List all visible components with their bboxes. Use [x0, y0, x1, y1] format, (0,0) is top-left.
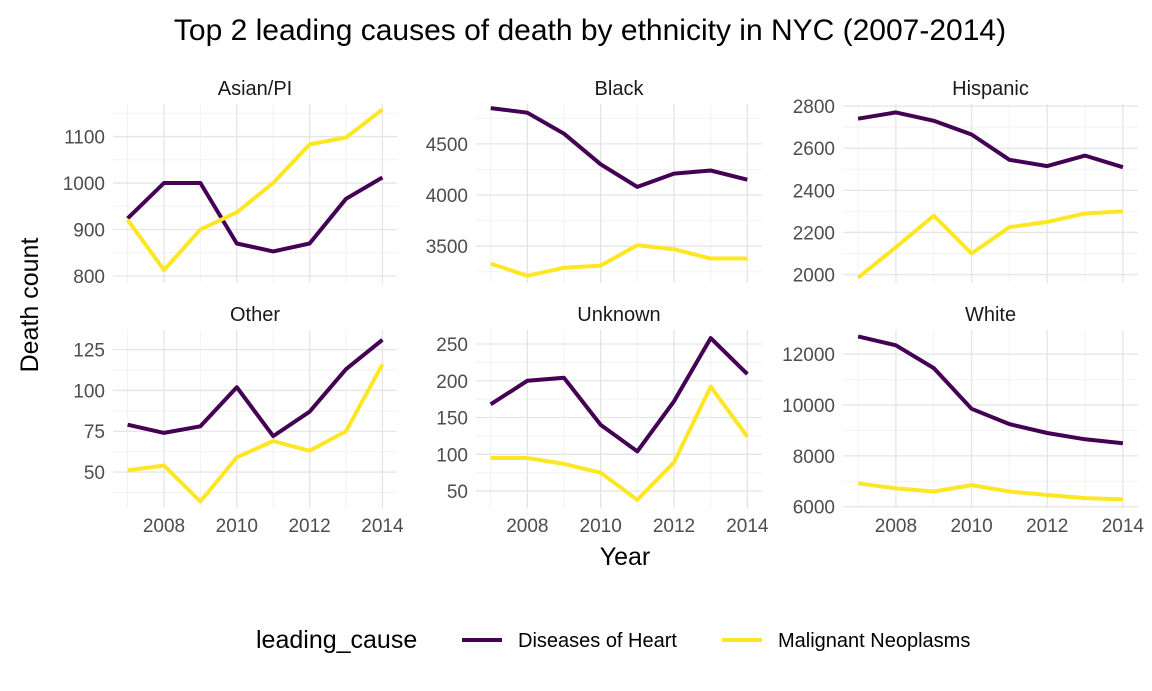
y-tick-label: 150 — [436, 409, 468, 430]
y-tick-label: 6000 — [793, 498, 835, 519]
y-tick-label: 10000 — [782, 396, 835, 417]
y-tick-label: 200 — [436, 372, 468, 393]
y-tick-label: 900 — [73, 221, 105, 242]
facet-label-hispanic: Hispanic — [952, 78, 1029, 100]
y-tick-label: 1100 — [64, 128, 105, 149]
x-tick-label: 2010 — [950, 516, 992, 537]
y-tick-label: 2200 — [793, 223, 835, 244]
facet-label-unknown: Unknown — [577, 304, 660, 326]
series-line-diseases-of-heart-asian-pi — [126, 175, 384, 254]
y-tick-label: 8000 — [793, 447, 835, 468]
y-tick-label: 75 — [84, 422, 105, 443]
series-line-diseases-of-heart-unknown — [489, 336, 749, 454]
facet-asian-pi: Asian/PI 800 900 1000 1100 — [63, 78, 397, 288]
y-tick-label: 4500 — [426, 135, 468, 156]
series-line-diseases-of-heart-white — [857, 334, 1124, 446]
x-tick-label: 2014 — [361, 516, 404, 537]
series-line-malignant-neoplasms-black — [490, 243, 748, 278]
y-tick-label: 800 — [73, 267, 105, 288]
facet-hispanic: Hispanic 2000 2200 2400 2600 2800 — [793, 78, 1138, 287]
x-tick-label: 2012 — [653, 516, 695, 537]
facet-other: Other 50 75 100 125 2008 2010 2012 2014 — [73, 304, 404, 537]
y-tick-label: 2000 — [793, 266, 835, 287]
legend-label-neoplasms: Malignant Neoplasms — [778, 630, 970, 652]
legend-title: leading_cause — [256, 626, 417, 654]
series-line-diseases-of-heart-other — [127, 338, 384, 439]
series-line-malignant-neoplasms-white — [857, 481, 1123, 502]
legend-label-heart: Diseases of Heart — [518, 630, 677, 652]
x-tick-label: 2012 — [1026, 516, 1068, 537]
facet-label-white: White — [965, 304, 1016, 326]
series-line-malignant-neoplasms-unknown — [490, 384, 749, 502]
x-tick-label: 2008 — [875, 516, 917, 537]
series-line-malignant-neoplasms-asian-pi — [125, 108, 384, 272]
x-tick-label: 2010 — [216, 516, 258, 537]
facet-panels: Asian/PI 800 900 1000 1100 Black 3500 4000 4500 H… — [63, 78, 1145, 537]
series-line-diseases-of-heart-black — [490, 106, 748, 189]
facet-unknown: Unknown 50 100 150 200 250 2008 2010 2012 2014 — [436, 304, 769, 537]
series-line-malignant-neoplasms-other — [127, 363, 385, 504]
facet-label-asian-pi: Asian/PI — [218, 78, 292, 100]
y-tick-label: 3500 — [426, 237, 468, 258]
series-line-malignant-neoplasms-hispanic — [856, 209, 1124, 280]
facet-label-black: Black — [595, 78, 645, 100]
x-tick-label: 2010 — [580, 516, 622, 537]
y-tick-label: 1000 — [63, 174, 105, 195]
facet-black: Black 3500 4000 4500 — [426, 78, 762, 283]
y-tick-label: 100 — [73, 381, 105, 402]
x-tick-label: 2012 — [288, 516, 330, 537]
y-tick-label: 50 — [84, 463, 105, 484]
y-tick-label: 125 — [73, 341, 105, 362]
x-tick-label: 2014 — [1102, 516, 1145, 537]
facet-white: White 6000 8000 10000 12000 2008 2010 2012 2014 — [782, 304, 1144, 537]
x-axis-title: Year — [600, 543, 651, 571]
y-tick-label: 250 — [436, 335, 468, 356]
x-tick-label: 2014 — [726, 516, 769, 537]
y-tick-label: 50 — [447, 482, 468, 503]
y-tick-label: 12000 — [782, 345, 835, 366]
x-tick-label: 2008 — [143, 516, 185, 537]
legend: leading_cause Diseases of Heart Malignan… — [256, 626, 970, 654]
chart-title: Top 2 leading causes of death by ethnici… — [174, 14, 1006, 47]
y-tick-label: 100 — [436, 445, 468, 466]
y-tick-label: 4000 — [426, 186, 468, 207]
y-axis-title: Death count — [16, 238, 44, 373]
y-tick-label: 2400 — [793, 181, 835, 202]
series-line-diseases-of-heart-hispanic — [857, 110, 1124, 170]
y-tick-label: 2800 — [793, 97, 835, 118]
y-tick-label: 2600 — [793, 139, 835, 160]
facet-label-other: Other — [230, 304, 280, 326]
x-tick-label: 2008 — [506, 516, 548, 537]
